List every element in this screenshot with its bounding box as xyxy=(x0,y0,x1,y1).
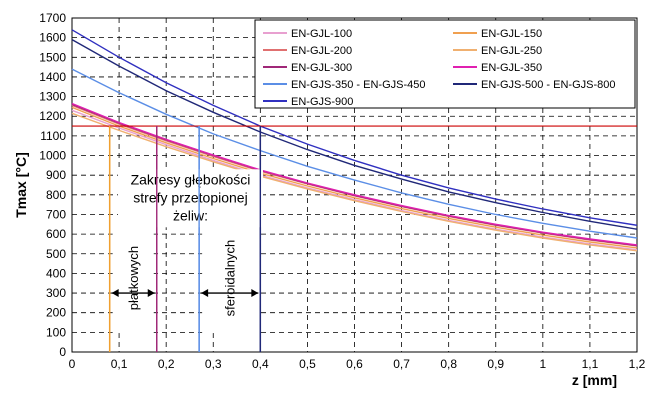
range-label: sferoidalnych xyxy=(223,240,238,317)
x-tick-label: 0,7 xyxy=(393,357,410,371)
x-tick-label: 0,3 xyxy=(205,357,222,371)
series-line xyxy=(71,106,638,249)
y-tick-label: 1200 xyxy=(39,109,66,123)
annotation-text: Zakresy głębokości xyxy=(131,171,251,187)
x-tick-label: 0,4 xyxy=(252,357,269,371)
range-arrowhead-left xyxy=(111,289,119,298)
legend-label: EN-GJS-350 - EN-GJS-450 xyxy=(291,79,425,91)
legend-label: EN-GJS-500 - EN-GJS-800 xyxy=(481,79,615,91)
range-background xyxy=(112,223,154,334)
y-tick-label: 400 xyxy=(46,266,66,280)
y-tick-label: 800 xyxy=(46,188,66,202)
legend-label: EN-GJL-250 xyxy=(481,45,542,57)
x-tick-label: 0,2 xyxy=(158,357,175,371)
x-tick-label: 0,8 xyxy=(440,357,457,371)
legend-label: EN-GJS-900 xyxy=(291,96,353,108)
range-arrowhead-right xyxy=(147,289,155,298)
y-tick-label: 300 xyxy=(46,286,66,300)
series-line xyxy=(71,68,638,239)
x-tick-label: 0,1 xyxy=(111,357,128,371)
y-tick-label: 100 xyxy=(46,325,66,339)
y-tick-label: 200 xyxy=(46,306,66,320)
legend-label: EN-GJL-350 xyxy=(481,62,542,74)
range-background xyxy=(202,223,258,334)
y-tick-label: 600 xyxy=(46,227,66,241)
y-tick-label: 1100 xyxy=(40,129,66,143)
x-tick-label: 0,5 xyxy=(299,357,316,371)
annotation-text: żeliw: xyxy=(173,207,208,223)
y-tick-label: 1600 xyxy=(39,31,66,45)
legend-label: EN-GJL-300 xyxy=(291,62,352,74)
y-tick-label: 1000 xyxy=(39,149,66,163)
y-tick-label: 500 xyxy=(46,247,66,261)
series-line xyxy=(71,38,638,230)
range-label: płatkowych xyxy=(126,246,141,310)
y-tick-label: 900 xyxy=(46,168,66,182)
y-tick-label: 700 xyxy=(46,207,66,221)
legend-label: EN-GJL-150 xyxy=(481,28,542,40)
legend-box xyxy=(254,19,636,109)
x-tick-label: 0 xyxy=(69,357,76,371)
x-tick-label: 0,6 xyxy=(346,357,363,371)
legend-label: EN-GJL-100 xyxy=(291,28,352,40)
x-tick-label: 0,9 xyxy=(487,357,504,371)
y-tick-label: 1400 xyxy=(39,70,66,84)
y-tick-label: 1500 xyxy=(39,50,66,64)
series-line xyxy=(71,109,638,251)
annotation-text: strefy przetopionej xyxy=(133,189,247,205)
x-axis-label: z [mm] xyxy=(572,372,617,388)
legend-label: EN-GJL-200 xyxy=(291,45,352,57)
range-arrowhead-left xyxy=(201,289,209,298)
y-tick-label: 1700 xyxy=(39,11,66,25)
annotation-box xyxy=(118,169,263,228)
y-tick-label: 1300 xyxy=(39,90,66,104)
x-tick-label: 1,1 xyxy=(582,357,599,371)
x-tick-label: 1,2 xyxy=(629,357,646,371)
series-line xyxy=(71,112,638,252)
y-tick-label: 0 xyxy=(59,345,66,359)
y-axis-label: Tmax [°C] xyxy=(13,152,29,218)
x-tick-label: 1 xyxy=(539,357,546,371)
series-line xyxy=(71,102,638,246)
range-arrowhead-right xyxy=(251,289,259,298)
series-line xyxy=(71,29,638,226)
